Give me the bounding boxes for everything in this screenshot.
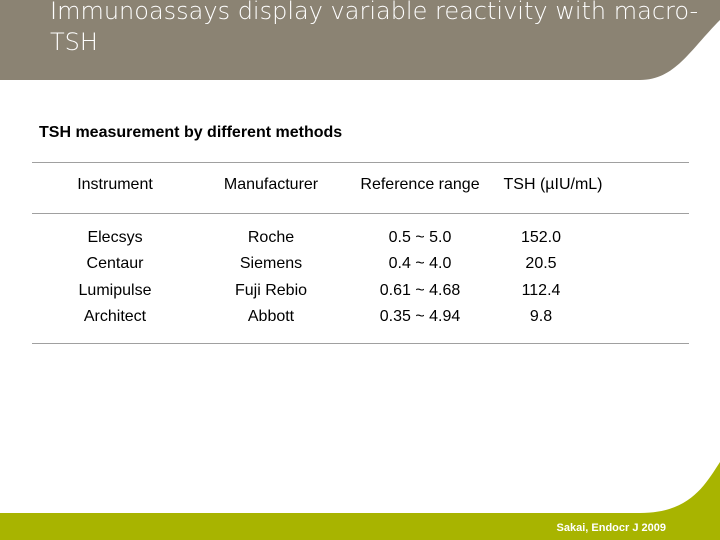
column-header: Reference range [360,176,480,193]
table-cell: Abbott [247,307,295,325]
table-cell: Centaur [86,255,144,273]
table-bottom-rule [32,343,689,344]
table-cell: 0.5 ~ 5.0 [388,229,452,246]
table-cell: 20.5 [525,255,557,273]
table-cell: 0.35 ~ 4.94 [379,307,461,325]
table-cell: 0.4 ~ 4.0 [388,255,452,273]
table-header-rule [32,213,689,214]
header-banner [0,0,720,80]
table-top-rule [32,162,689,163]
table-cell: Architect [83,307,147,325]
footer-banner [0,462,720,540]
table-cell: Elecsys [87,229,143,246]
table-caption: TSH measurement by different methods [39,124,343,141]
table-cell: 0.61 ~ 4.68 [379,281,461,299]
table-cell: 152.0 [520,229,562,246]
table-cell: Fuji Rebio [234,281,308,299]
slide-title: Immunoassays display variable reactivity… [50,0,699,56]
table-cell: Lumipulse [78,281,152,299]
citation: Sakai, Endocr J 2009 [556,522,666,534]
table-cell: 112.4 [521,281,561,299]
table-cell: Roche [247,229,295,246]
table-cell: Siemens [239,255,303,273]
column-header: Instrument [77,176,153,193]
column-header: Manufacturer [223,176,319,193]
table-cell: 9.8 [529,307,553,325]
column-header: TSH (µIU/mL) [503,176,603,193]
